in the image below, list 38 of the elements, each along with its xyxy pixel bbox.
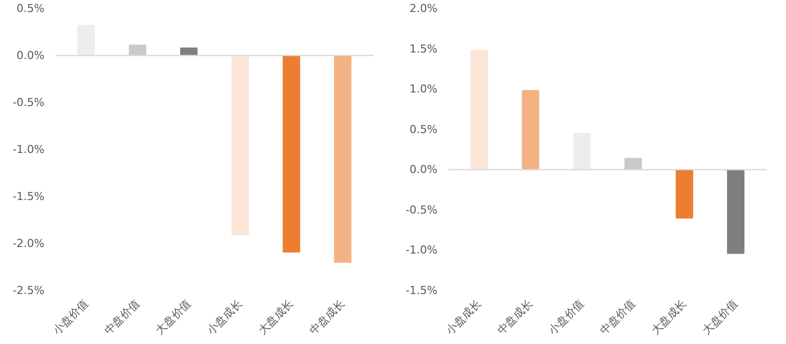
bar: [282, 55, 300, 252]
bar: [128, 44, 146, 56]
y-tick-label: -2.0%: [12, 237, 45, 250]
x-tick-label: 大盘成长: [648, 296, 690, 338]
x-tick-label: 小盘成长: [204, 296, 245, 338]
bar: [573, 132, 591, 170]
y-tick-label: 0.0%: [16, 49, 45, 62]
x-tick-label: 中盘价值: [597, 296, 638, 338]
y-tick-label: -1.5%: [12, 190, 45, 203]
x-tick-label: 小盘价值: [50, 296, 91, 338]
x-tick-label: 小盘价值: [546, 296, 586, 338]
x-tick-label: 大盘成长: [256, 296, 296, 338]
x-tick-label: 小盘成长: [444, 296, 484, 338]
y-tick-label: -0.5%: [12, 96, 45, 109]
x-tick-label: 中盘成长: [307, 296, 348, 338]
y-tick-label: -1.0%: [406, 244, 438, 257]
y-tick-label: 0.5%: [410, 122, 438, 136]
bar: [231, 55, 249, 236]
bar: [624, 158, 642, 170]
x-tick-label: 大盘价值: [700, 296, 740, 338]
y-tick-label: -0.5%: [406, 203, 438, 216]
bar: [522, 90, 540, 170]
bar: [470, 50, 488, 170]
y-tick-label: -2.5%: [12, 284, 45, 297]
bar: [727, 169, 744, 254]
x-tick-label: 大盘价值: [153, 296, 194, 338]
bar: [334, 55, 352, 263]
y-tick-label: 0.0%: [410, 163, 438, 176]
y-tick-label: -1.5%: [406, 284, 438, 297]
y-tick-label: 1.0%: [410, 82, 438, 96]
x-tick-label: 中盘价值: [102, 296, 142, 338]
y-tick-label: 2.0%: [410, 2, 438, 15]
y-tick-label: 1.5%: [410, 42, 438, 56]
y-tick-label: 0.5%: [16, 2, 45, 15]
bar: [78, 24, 95, 56]
bar: [676, 169, 694, 218]
y-tick-label: -1.0%: [12, 143, 45, 156]
x-tick-label: 中盘成长: [494, 296, 536, 338]
